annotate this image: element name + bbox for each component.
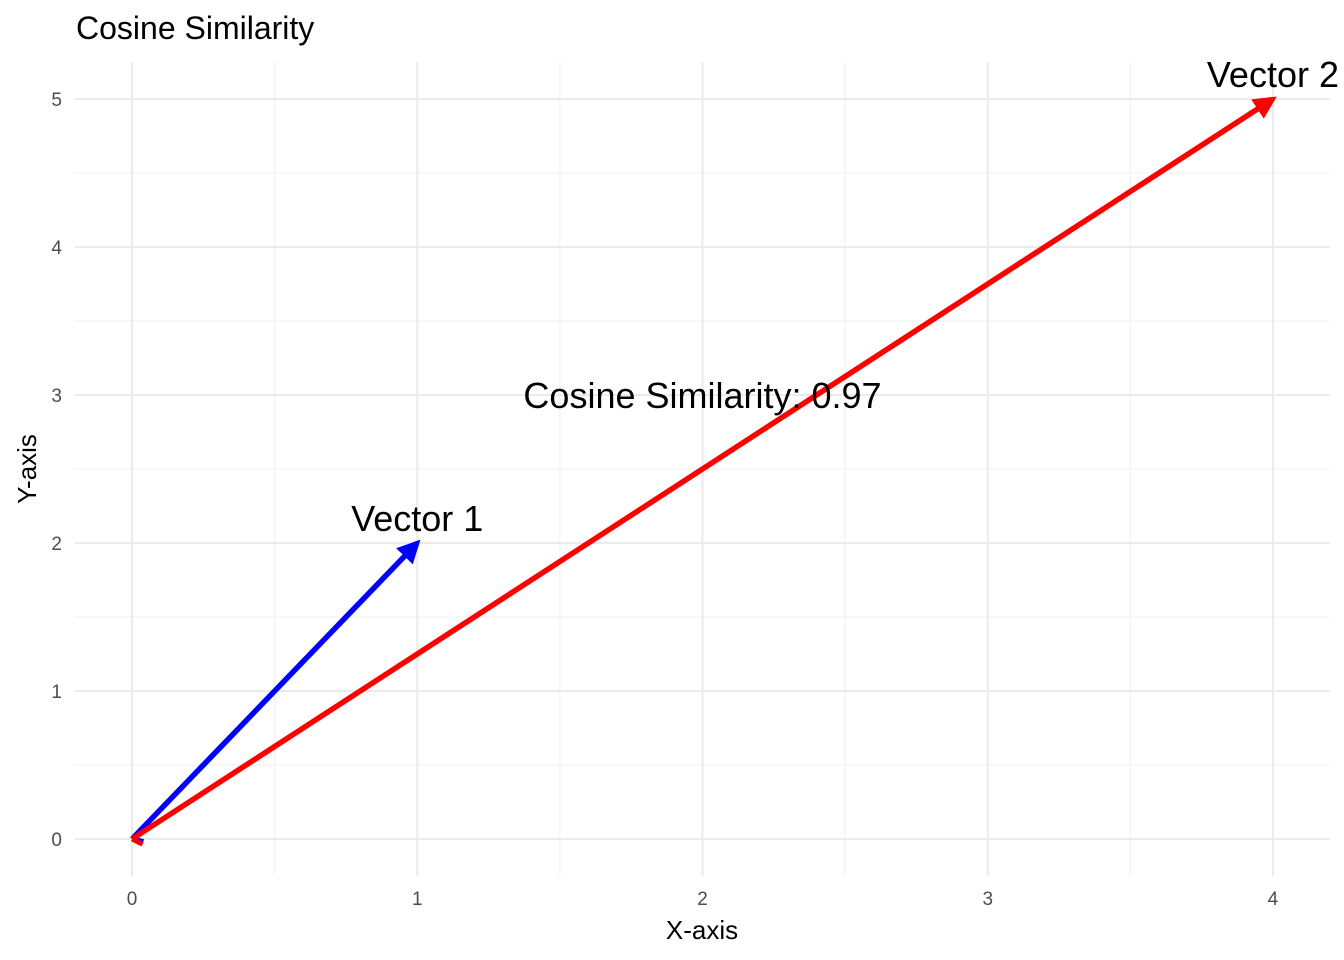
y-tick-label: 1	[51, 682, 62, 703]
y-tick-label: 4	[51, 238, 62, 259]
x-tick-label: 0	[127, 889, 138, 910]
x-axis-title: X-axis	[666, 915, 738, 945]
y-axis-title: Y-axis	[12, 434, 42, 504]
chart-title: Cosine Similarity	[76, 10, 314, 46]
x-tick-label: 4	[1268, 889, 1279, 910]
y-tick-label: 2	[51, 534, 62, 555]
vector-2-label: Vector 2	[1207, 54, 1339, 95]
grid	[75, 62, 1330, 876]
x-tick-label: 2	[697, 889, 708, 910]
y-tick-label: 0	[51, 830, 62, 851]
x-tick-label: 1	[412, 889, 423, 910]
x-tick-label: 3	[982, 889, 993, 910]
vector-1-arrow	[130, 539, 421, 841]
vectors	[130, 96, 1277, 847]
vector-2-arrow	[130, 96, 1277, 842]
y-tick-label: 3	[51, 386, 62, 407]
y-tick-label: 5	[51, 90, 62, 111]
vector-2-tail	[130, 836, 144, 847]
vector-labels: Vector 1 Vector 2	[351, 54, 1339, 539]
vector-1-label: Vector 1	[351, 498, 483, 539]
cosine-similarity-annotation: Cosine Similarity: 0.97	[523, 375, 881, 416]
